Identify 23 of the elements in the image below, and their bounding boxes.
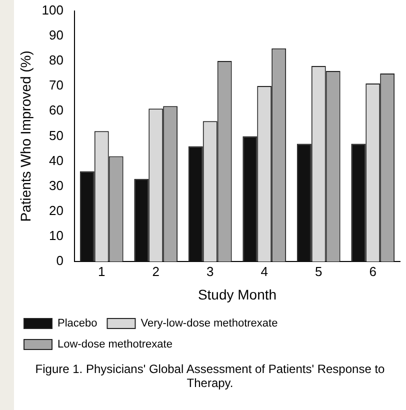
y-tick-label: 30 bbox=[49, 178, 64, 193]
x-tick-label: 4 bbox=[260, 264, 268, 279]
y-tick-label: 70 bbox=[49, 78, 64, 93]
y-tick-label: 80 bbox=[49, 52, 64, 68]
y-tick-label: 60 bbox=[49, 102, 64, 118]
text: Figure 1. Physicians' Global Assessment of Patients' Response to Therapy. bbox=[34, 362, 386, 390]
y-tick-label: 20 bbox=[49, 203, 64, 218]
legend-label: Placebo bbox=[58, 318, 98, 330]
x-tick-label: 5 bbox=[315, 264, 322, 279]
legend-label: Very-low-dose methotrexate bbox=[140, 318, 278, 330]
legend-label: Low-dose methotrexate bbox=[58, 338, 172, 351]
y-tick-label: 90 bbox=[49, 27, 64, 42]
y-tick-label: 10 bbox=[49, 228, 64, 244]
y-axis-title: Patients Who Improved (%) bbox=[17, 50, 34, 222]
y-tick-label: 100 bbox=[42, 2, 64, 18]
y-tick-label: 50 bbox=[49, 128, 64, 143]
y-tick-label: 0 bbox=[56, 253, 64, 268]
x-axis-title: Study Month bbox=[198, 286, 277, 302]
x-tick-label: 1 bbox=[98, 264, 106, 279]
x-tick-label: 2 bbox=[152, 264, 160, 279]
x-tick-label: 6 bbox=[369, 264, 376, 279]
y-tick-label: 40 bbox=[49, 152, 64, 168]
x-tick-label: 3 bbox=[206, 264, 214, 279]
